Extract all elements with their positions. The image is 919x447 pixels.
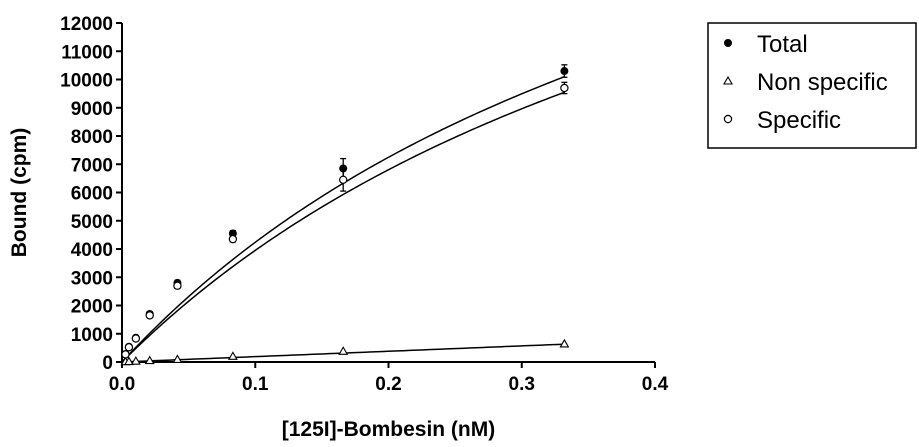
fit-curve (121, 76, 565, 363)
fit-curve (121, 91, 565, 363)
y-tick-label: 9000 (71, 99, 113, 120)
legend: Total Non specific Specific (707, 22, 917, 149)
y-tick-label: 5000 (71, 212, 113, 233)
y-tick-label: 10000 (60, 71, 113, 92)
y-tick-label: 4000 (71, 240, 113, 261)
y-tick-label: 3000 (71, 268, 113, 289)
data-point (560, 83, 569, 93)
legend-marker (724, 39, 732, 47)
data-point (227, 351, 238, 360)
x-tick-label: 0.1 (242, 374, 269, 395)
y-tick-label: 11000 (61, 42, 113, 63)
data-point (145, 311, 154, 320)
data-point (560, 67, 569, 76)
legend-label: Specific (757, 107, 841, 134)
y-tick-label: 8000 (71, 127, 113, 148)
data-point (559, 338, 570, 348)
legend-label: Total (757, 31, 808, 58)
legend-marker (723, 75, 733, 85)
data-point (338, 175, 348, 184)
axes: 0 1000 2000 3000 4000 5000 6000 7000 8000 9000 100… (8, 14, 669, 441)
y-tick-label: 0 (102, 353, 113, 374)
data-point (144, 355, 155, 365)
legend-label: Non specific (757, 69, 888, 96)
y-tick-label: 6000 (71, 184, 113, 205)
data-point (338, 346, 349, 355)
data-points (120, 64, 570, 366)
data-point (173, 281, 182, 290)
x-axis-title: [125I]-Bombesin (nM) (282, 418, 496, 441)
x-tick-label: 0.4 (642, 374, 669, 395)
data-point (172, 354, 183, 364)
legend-marker (723, 114, 733, 124)
legend-box (707, 22, 917, 149)
data-point (130, 356, 141, 365)
y-tick-label: 7000 (71, 155, 113, 176)
y-tick-label: 2000 (71, 297, 113, 318)
y-tick-label: 12000 (60, 14, 113, 35)
y-axis-title: Bound (cpm) (8, 128, 31, 257)
data-point (131, 334, 141, 343)
data-point (123, 356, 134, 366)
x-tick-label: 0.0 (109, 374, 135, 395)
fit-curves (121, 76, 565, 363)
data-point (228, 234, 238, 244)
x-tick-label: 0.2 (375, 374, 401, 395)
y-tick-label: 1000 (71, 325, 113, 346)
x-tick-label: 0.3 (509, 374, 535, 395)
data-point (124, 343, 134, 352)
data-point (121, 350, 130, 359)
